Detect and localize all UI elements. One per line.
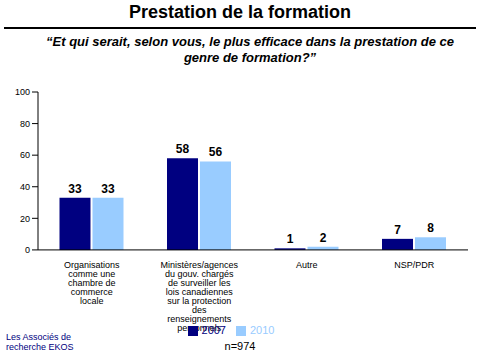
- svg-text:40: 40: [20, 182, 30, 192]
- svg-text:56: 56: [209, 145, 223, 159]
- svg-text:100: 100: [15, 87, 30, 97]
- svg-text:8: 8: [427, 221, 434, 235]
- svg-text:7: 7: [394, 223, 401, 237]
- svg-text:0: 0: [25, 245, 30, 255]
- svg-text:58: 58: [176, 142, 190, 156]
- svg-text:33: 33: [101, 182, 115, 196]
- svg-text:80: 80: [20, 119, 30, 129]
- svg-text:Organisationscomme unechambre: Organisationscomme unechambre decommerce…: [64, 260, 120, 306]
- svg-text:60: 60: [20, 150, 30, 160]
- svg-text:Ministères/agencesdu gouv. cha: Ministères/agencesdu gouv. chargésde sur…: [160, 260, 238, 333]
- svg-text:Autre: Autre: [296, 260, 318, 270]
- svg-text:33: 33: [68, 182, 82, 196]
- svg-text:2: 2: [320, 231, 327, 245]
- svg-text:1: 1: [287, 232, 294, 246]
- svg-text:20: 20: [20, 214, 30, 224]
- svg-text:NSP/PDR: NSP/PDR: [394, 260, 435, 270]
